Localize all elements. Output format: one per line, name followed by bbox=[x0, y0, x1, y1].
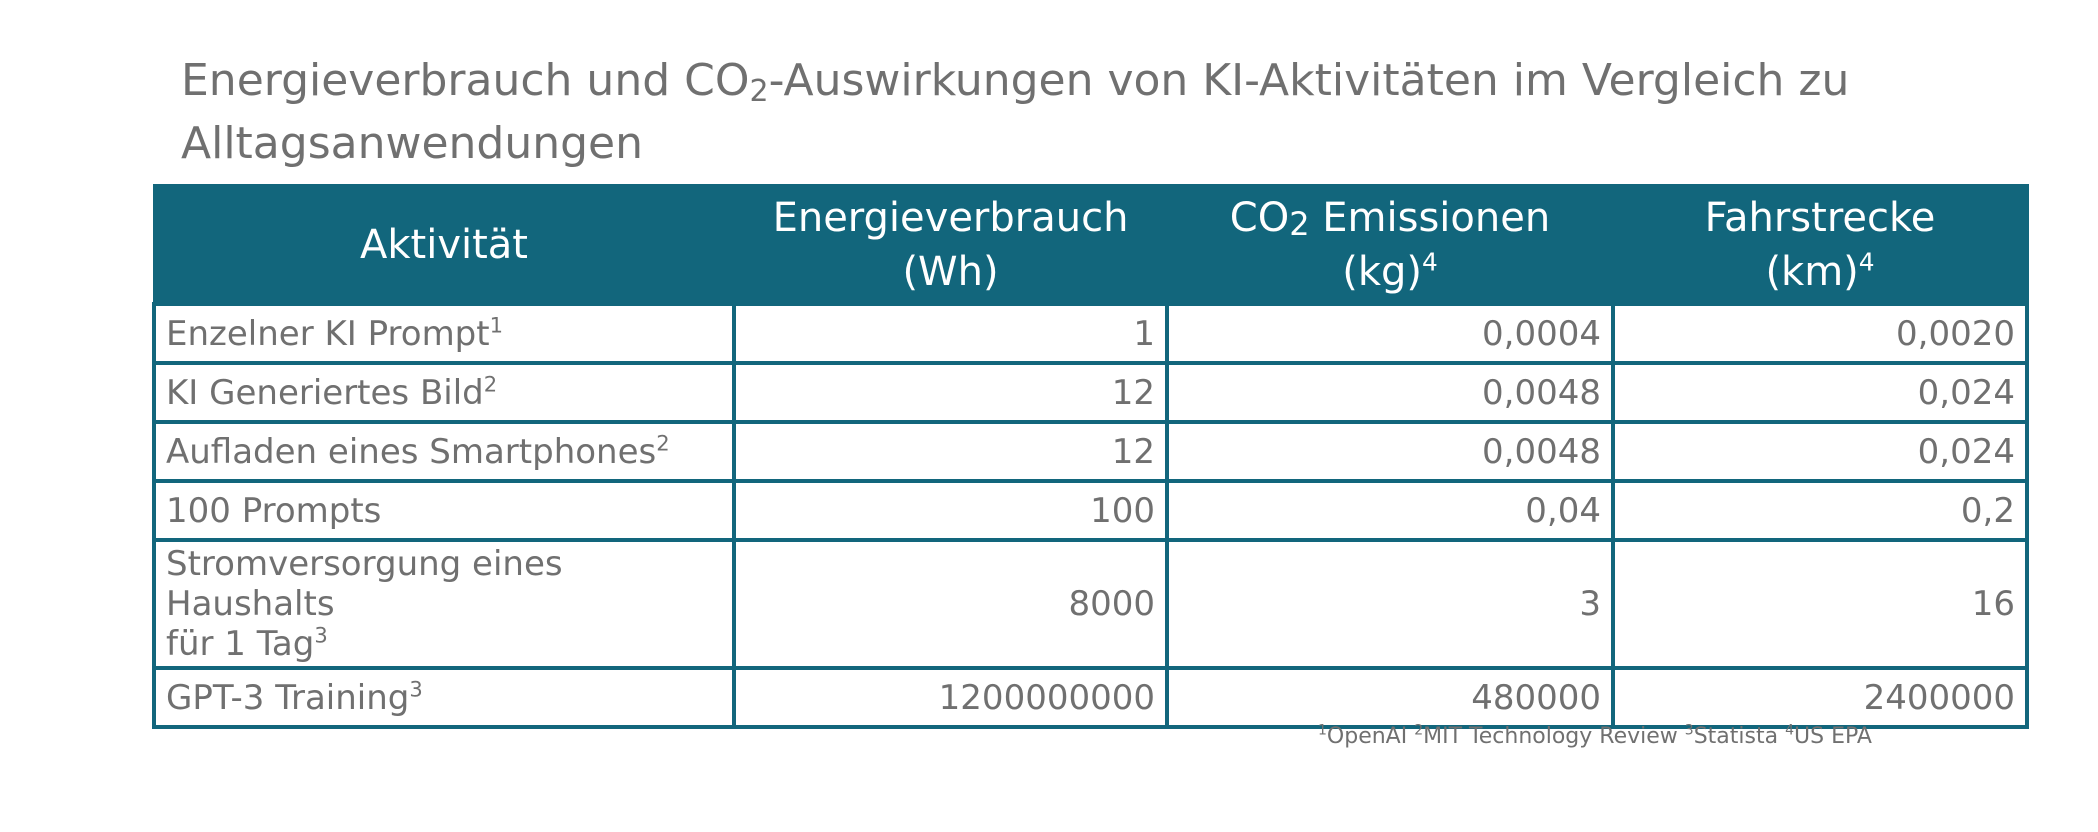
title-subscript: 2 bbox=[749, 74, 769, 109]
table-row: Enzelner KI Prompt1 1 0,0004 0,0020 bbox=[152, 302, 2029, 365]
column-header-energy: Energieverbrauch (Wh) bbox=[732, 184, 1169, 306]
activity-cell: 100 Prompts bbox=[152, 479, 736, 542]
chart-title: Energieverbrauch und CO2-Auswirkungen vo… bbox=[181, 55, 1850, 169]
distance-cell: 0,024 bbox=[1611, 361, 2029, 424]
activity-cell: Stromversorgung eines Haushalts für 1 Tag… bbox=[152, 538, 736, 670]
table-row: 100 Prompts 100 0,04 0,2 bbox=[152, 479, 2029, 542]
column-header-co2: CO2 Emissionen (kg)4 bbox=[1165, 184, 1615, 306]
table-row: GPT-3 Training3 1200000000 480000 240000… bbox=[152, 666, 2029, 729]
activity-cell: Aufladen eines Smartphones2 bbox=[152, 420, 736, 483]
distance-cell: 0,0020 bbox=[1611, 302, 2029, 365]
co2-cell: 0,0004 bbox=[1165, 302, 1615, 365]
activity-cell: Enzelner KI Prompt1 bbox=[152, 302, 736, 365]
activity-cell: GPT-3 Training3 bbox=[152, 666, 736, 729]
distance-cell: 0,2 bbox=[1611, 479, 2029, 542]
co2-cell: 0,04 bbox=[1165, 479, 1615, 542]
sources-footnote: 1OpenAI 2MIT Technology Review 3Statista… bbox=[1318, 722, 1872, 749]
energy-cell: 100 bbox=[732, 479, 1169, 542]
activity-cell: KI Generiertes Bild2 bbox=[152, 361, 736, 424]
energy-cell: 12 bbox=[732, 420, 1169, 483]
co2-cell: 3 bbox=[1165, 538, 1615, 670]
distance-cell: 16 bbox=[1611, 538, 2029, 670]
distance-cell: 2400000 bbox=[1611, 666, 2029, 729]
column-header-distance: Fahrstrecke (km)4 bbox=[1611, 184, 2029, 306]
table-row: Aufladen eines Smartphones2 12 0,0048 0,… bbox=[152, 420, 2029, 483]
co2-cell: 0,0048 bbox=[1165, 420, 1615, 483]
header-row: Aktivität Energieverbrauch (Wh) CO2 Emiss… bbox=[152, 184, 2029, 306]
distance-cell: 0,024 bbox=[1611, 420, 2029, 483]
co2-cell: 0,0048 bbox=[1165, 361, 1615, 424]
energy-cell: 1 bbox=[732, 302, 1169, 365]
energy-cell: 1200000000 bbox=[732, 666, 1169, 729]
table-row: KI Generiertes Bild2 12 0,0048 0,024 bbox=[152, 361, 2029, 424]
column-header-activity: Aktivität bbox=[152, 184, 736, 306]
energy-cell: 8000 bbox=[732, 538, 1169, 670]
energy-comparison-table: Aktivität Energieverbrauch (Wh) CO2 Emiss… bbox=[152, 184, 2029, 729]
table-row: Stromversorgung eines Haushalts für 1 Tag… bbox=[152, 538, 2029, 670]
energy-cell: 12 bbox=[732, 361, 1169, 424]
co2-cell: 480000 bbox=[1165, 666, 1615, 729]
